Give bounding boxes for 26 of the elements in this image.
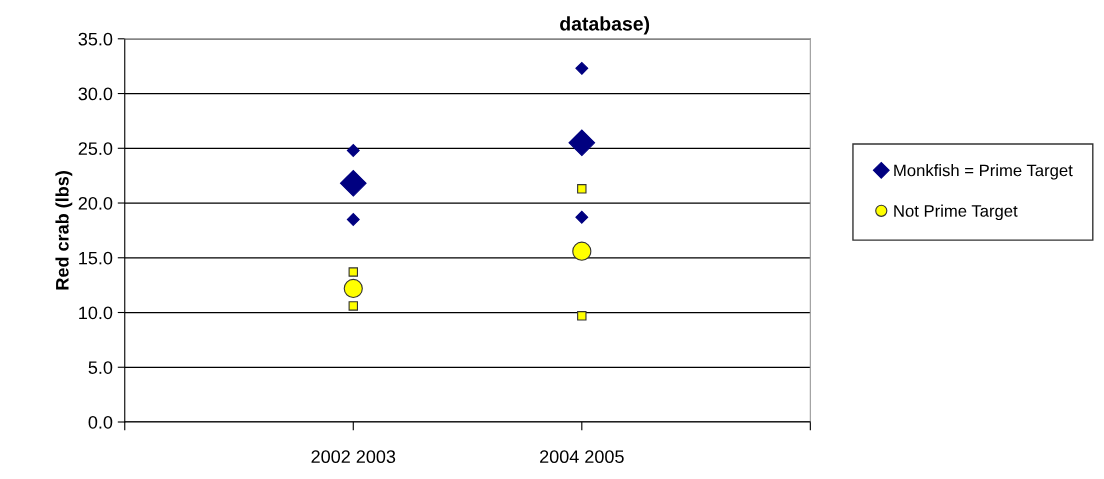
point [572, 241, 592, 261]
y-tick-label: 25.0 [78, 142, 113, 155]
x-tick-label: 2002 2003 [311, 450, 396, 464]
point [575, 61, 589, 75]
point [577, 184, 587, 194]
point [343, 278, 363, 299]
x-tick-label: 2004 2005 [540, 450, 624, 464]
y-tick-label: 30.0 [78, 87, 113, 101]
point [348, 267, 359, 277]
point [346, 144, 360, 157]
y-tick-label: 0.0 [88, 415, 113, 429]
legend-label: Monkfish = Prime Target [894, 164, 1073, 180]
y-tick-label: 15.0 [79, 251, 113, 265]
y-tick-label: 20.0 [78, 196, 113, 210]
point [575, 210, 589, 224]
y-tick-label: 10.0 [79, 306, 113, 320]
point [339, 169, 367, 197]
chart-title: database) [560, 16, 650, 35]
point [568, 129, 596, 157]
point [348, 301, 359, 311]
y-tick-label: 35.0 [78, 32, 113, 46]
point [577, 311, 587, 321]
point [346, 213, 360, 226]
legend-label: Not Prime Target [894, 204, 1018, 221]
y-axis-title: Red crab (lbs) [55, 171, 73, 290]
y-tick-label: 5.0 [88, 361, 113, 374]
